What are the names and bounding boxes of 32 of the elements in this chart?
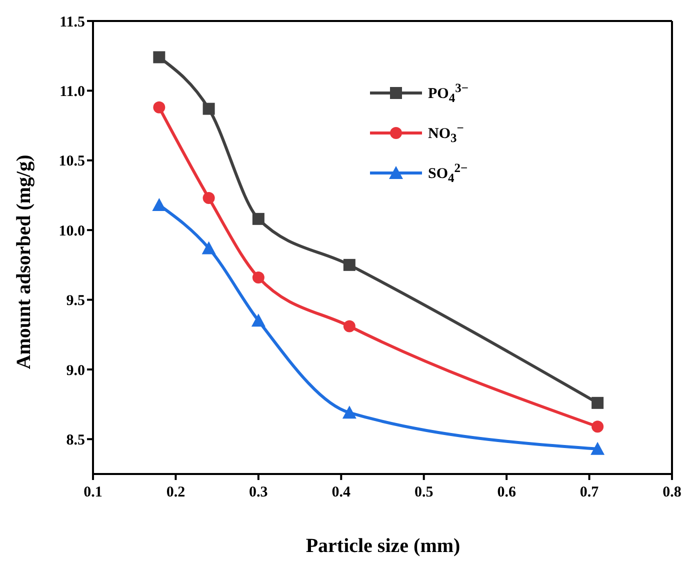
point	[202, 102, 215, 115]
point	[153, 101, 166, 114]
point	[592, 396, 604, 409]
point	[252, 271, 264, 284]
x-tick-label: 0.5	[414, 484, 434, 501]
x-tick-label: 0.2	[166, 484, 186, 501]
point	[202, 241, 216, 254]
x-tick-label: 0.4	[332, 484, 352, 501]
x-tick-label: 0.6	[497, 484, 516, 501]
x-tick-label: 0.3	[249, 484, 268, 501]
point	[343, 258, 356, 271]
x-tick-label: 0.7	[580, 484, 600, 501]
y-tick-label: 8.5	[66, 432, 85, 448]
point	[343, 320, 356, 332]
y-tick-label: 11.5	[60, 14, 85, 30]
x-tick-label: 0.8	[662, 484, 682, 501]
point	[252, 212, 264, 225]
point	[153, 51, 166, 64]
y-tick-label: 10.0	[58, 223, 85, 240]
point	[342, 406, 356, 419]
x-axis-title: Particle size (mm)	[306, 535, 460, 557]
y-tick-label: 9.0	[66, 362, 85, 379]
y-axis-title: Amount adsorbed (mg/g)	[13, 154, 35, 370]
y-tick-label: 9.5	[66, 293, 85, 310]
y-tick-label: 10.5	[58, 154, 85, 170]
point	[202, 192, 215, 204]
point	[592, 420, 604, 433]
y-tick-label: 11.0	[60, 84, 85, 100]
x-tick-label: 0.1	[84, 484, 102, 501]
point	[251, 314, 266, 327]
point	[152, 198, 166, 211]
point	[590, 442, 605, 455]
